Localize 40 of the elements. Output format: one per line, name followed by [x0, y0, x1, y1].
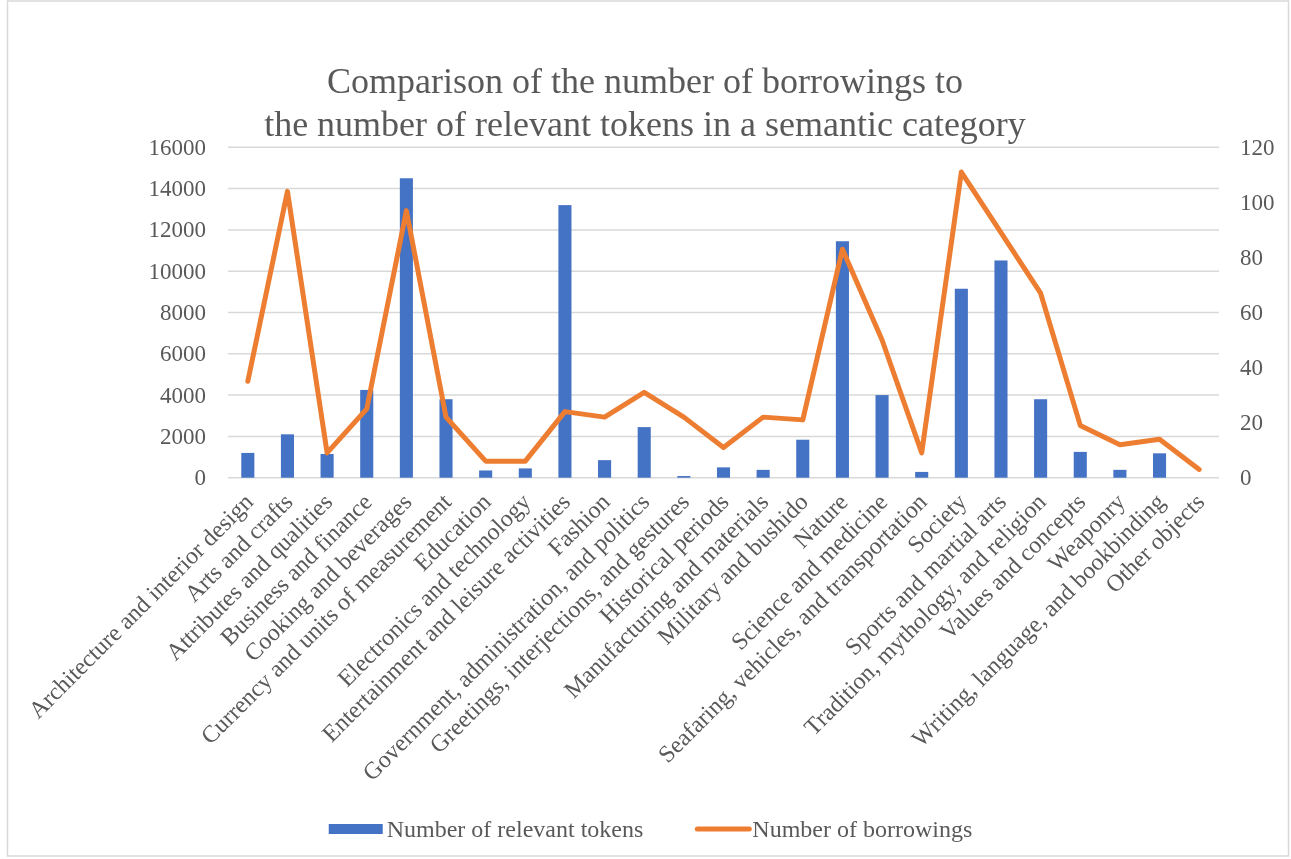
legend-label: Number of relevant tokens — [386, 816, 644, 842]
bar — [1113, 469, 1127, 478]
bar — [954, 288, 968, 478]
y2-tick-label: 0 — [1240, 465, 1252, 491]
bar — [1034, 399, 1048, 478]
bar — [479, 470, 493, 478]
y-tick-label: 10000 — [148, 258, 206, 284]
bar — [518, 468, 532, 478]
y-tick-label: 14000 — [148, 176, 206, 202]
bar — [320, 453, 334, 478]
bar — [875, 395, 889, 478]
bar — [835, 241, 849, 478]
legend-label: Number of borrowings — [752, 816, 973, 842]
bar — [637, 427, 651, 478]
bar — [558, 205, 572, 478]
bar — [399, 178, 413, 478]
bar — [756, 469, 770, 478]
y-tick-label: 6000 — [160, 341, 206, 367]
y-tick-label: 0 — [194, 465, 206, 491]
bar — [241, 452, 255, 478]
bar — [280, 434, 294, 478]
y2-tick-label: 60 — [1240, 300, 1263, 325]
bar — [598, 460, 612, 478]
y-tick-label: 8000 — [160, 300, 206, 325]
y2-tick-label: 120 — [1240, 134, 1275, 160]
bar — [1073, 451, 1087, 478]
y2-tick-label: 80 — [1240, 244, 1263, 270]
y-tick-label: 4000 — [160, 382, 206, 408]
y2-tick-label: 40 — [1240, 355, 1263, 381]
y-tick-label: 12000 — [148, 217, 206, 243]
bar — [796, 439, 810, 478]
bar — [915, 471, 929, 478]
bar — [1153, 453, 1167, 478]
y2-tick-label: 100 — [1240, 189, 1275, 215]
bar — [994, 260, 1008, 478]
y-tick-label: 16000 — [148, 134, 206, 160]
bar — [716, 467, 731, 478]
y-tick-label: 2000 — [160, 423, 206, 449]
y2-tick-label: 20 — [1240, 410, 1263, 436]
chart-title: Comparison of the number of borrowings to the number of relevant tokens in a semantic category — [264, 61, 1026, 144]
